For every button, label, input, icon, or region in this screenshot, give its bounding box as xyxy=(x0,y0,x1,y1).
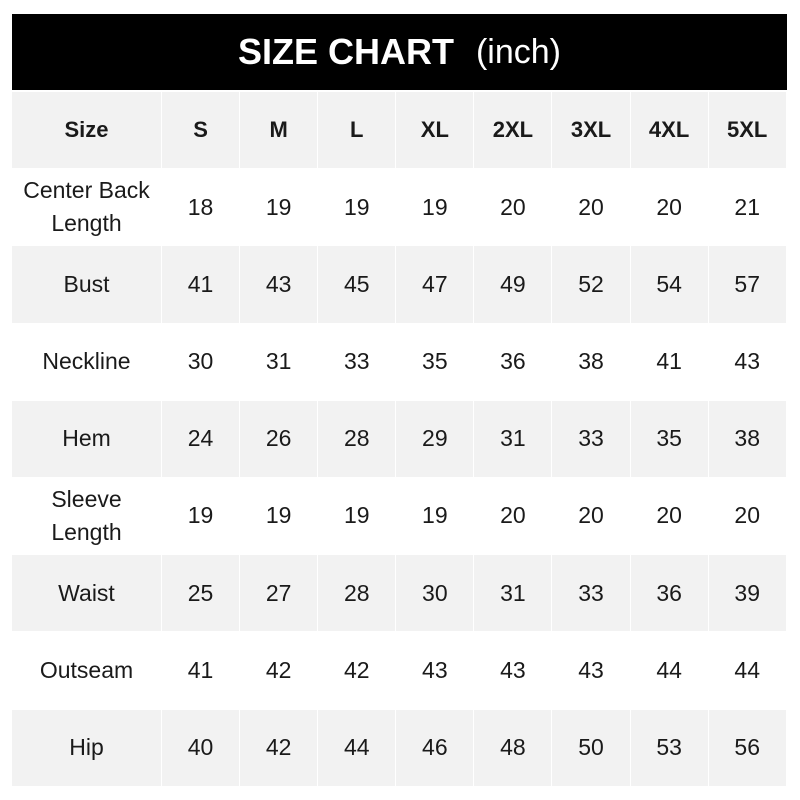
table-cell: 20 xyxy=(630,477,708,555)
row-label: Hem xyxy=(12,400,161,477)
row-label: Sleeve Length xyxy=(12,477,161,555)
table-cell: 33 xyxy=(552,555,630,632)
table-cell: 31 xyxy=(474,555,552,632)
table-cell: 38 xyxy=(708,400,786,477)
title-text: SIZE CHART xyxy=(237,31,454,72)
table-cell: 42 xyxy=(240,709,318,786)
table-cell: 53 xyxy=(630,709,708,786)
table-cell: 31 xyxy=(240,323,318,400)
header-size-l: L xyxy=(318,92,396,169)
table-cell: 25 xyxy=(162,555,240,632)
table-cell: 30 xyxy=(396,555,474,632)
table-cell: 43 xyxy=(396,632,474,709)
header-size-m: M xyxy=(240,92,318,169)
table-cell: 19 xyxy=(396,477,474,555)
table-cell: 19 xyxy=(396,169,474,246)
table-cell: 20 xyxy=(474,477,552,555)
table-cell: 35 xyxy=(630,400,708,477)
table-cell: 43 xyxy=(240,246,318,323)
table-cell: 20 xyxy=(552,169,630,246)
table-cell: 45 xyxy=(318,246,396,323)
table-cell: 47 xyxy=(396,246,474,323)
table-cell: 50 xyxy=(552,709,630,786)
row-label: Outseam xyxy=(12,632,161,709)
table-cell: 46 xyxy=(396,709,474,786)
table-cell: 41 xyxy=(630,323,708,400)
table-cell: 18 xyxy=(162,169,240,246)
table-cell: 28 xyxy=(318,400,396,477)
row-label: Neckline xyxy=(12,323,161,400)
table-cell: 19 xyxy=(162,477,240,555)
table-cell: 48 xyxy=(474,709,552,786)
table-cell: 49 xyxy=(474,246,552,323)
table-cell: 56 xyxy=(708,709,786,786)
header-size-5xl: 5XL xyxy=(708,92,786,169)
row-label: Center Back Length xyxy=(12,169,161,246)
table-cell: 33 xyxy=(552,400,630,477)
table-cell: 31 xyxy=(474,400,552,477)
header-size-xl: XL xyxy=(396,92,474,169)
table-cell: 41 xyxy=(162,246,240,323)
table-cell: 28 xyxy=(318,555,396,632)
table-cell: 44 xyxy=(630,632,708,709)
table-cell: 40 xyxy=(162,709,240,786)
header-size-label: Size xyxy=(12,92,161,169)
header-size-2xl: 2XL xyxy=(474,92,552,169)
table-cell: 20 xyxy=(708,477,786,555)
header-size-4xl: 4XL xyxy=(630,92,708,169)
table-cell: 42 xyxy=(318,632,396,709)
table-cell: 30 xyxy=(162,323,240,400)
size-table: Size S M L XL 2XL 3XL 4XL 5XL Center Back Length 1… xyxy=(12,92,788,786)
table-cell: 36 xyxy=(474,323,552,400)
table-cell: 36 xyxy=(630,555,708,632)
header-size-s: S xyxy=(162,92,240,169)
size-chart-title: SIZE CHART (inch) xyxy=(12,14,787,90)
table-cell: 29 xyxy=(396,400,474,477)
table-cell: 27 xyxy=(240,555,318,632)
title-unit: (inch) xyxy=(475,32,562,71)
table-cell: 26 xyxy=(240,400,318,477)
table-cell: 41 xyxy=(162,632,240,709)
row-label: Bust xyxy=(12,246,161,323)
table-cell: 20 xyxy=(474,169,552,246)
row-label: Hip xyxy=(12,709,161,786)
table-cell: 35 xyxy=(396,323,474,400)
header-size-3xl: 3XL xyxy=(552,92,630,169)
table-cell: 43 xyxy=(708,323,786,400)
table-cell: 44 xyxy=(708,632,786,709)
table-cell: 43 xyxy=(552,632,630,709)
table-cell: 19 xyxy=(318,169,396,246)
table-cell: 24 xyxy=(162,400,240,477)
table-cell: 43 xyxy=(474,632,552,709)
table-cell: 44 xyxy=(318,709,396,786)
table-cell: 20 xyxy=(630,169,708,246)
table-cell: 20 xyxy=(552,477,630,555)
row-label: Waist xyxy=(12,555,161,632)
table-cell: 42 xyxy=(240,632,318,709)
table-cell: 39 xyxy=(708,555,786,632)
table-cell: 21 xyxy=(708,169,786,246)
table-cell: 19 xyxy=(240,477,318,555)
table-cell: 33 xyxy=(318,323,396,400)
table-cell: 19 xyxy=(240,169,318,246)
table-cell: 38 xyxy=(552,323,630,400)
table-cell: 54 xyxy=(630,246,708,323)
table-cell: 52 xyxy=(552,246,630,323)
table-cell: 57 xyxy=(708,246,786,323)
table-cell: 19 xyxy=(318,477,396,555)
